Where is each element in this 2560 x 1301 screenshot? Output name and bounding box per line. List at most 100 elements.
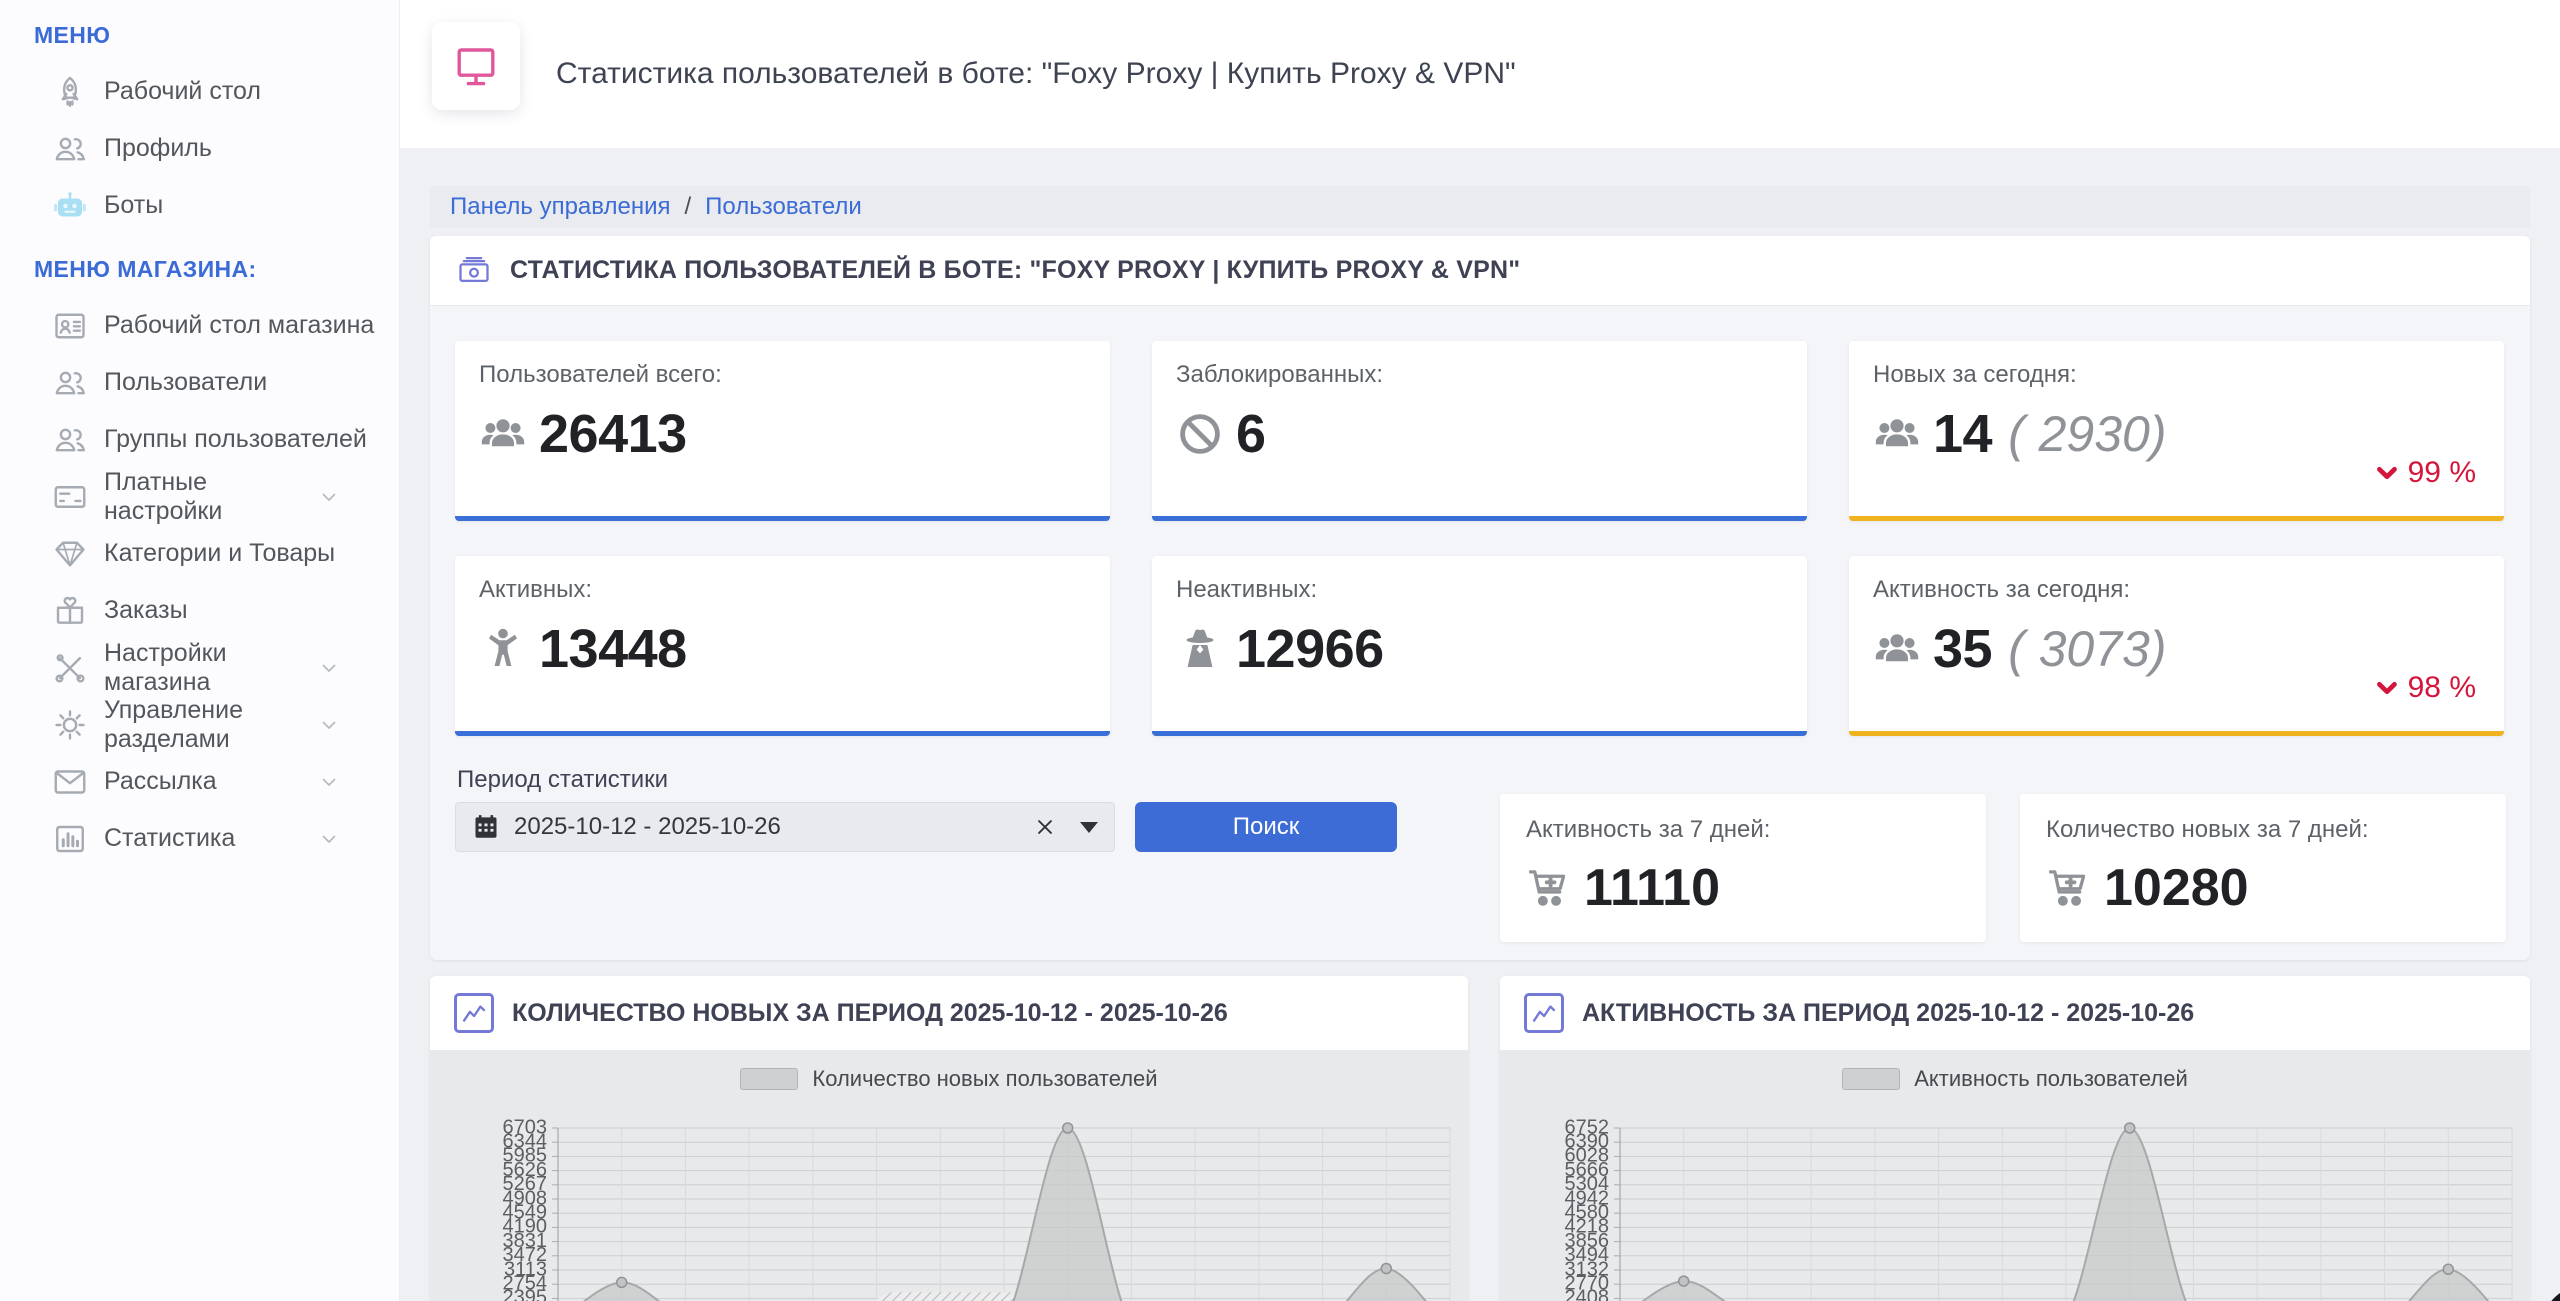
stat-label: Неактивных: — [1176, 576, 1318, 603]
sidebar-item-desktop[interactable]: Рабочий стол — [0, 63, 399, 120]
stat-label: Новых за сегодня: — [1873, 361, 2077, 388]
chart-legend[interactable]: Количество новых пользователей — [430, 1066, 1468, 1092]
chart-canvas: 6703 6344 5985 5626 5267 4908 4549 4190 3831 3472… — [430, 1050, 1468, 1301]
legend-swatch — [740, 1068, 799, 1090]
activity-chart-card: АКТИВНОСТЬ ЗА ПЕРИОД 2025-10-12 - 2025-1… — [1500, 976, 2530, 1301]
new-users-chart-card: КОЛИЧЕСТВО НОВЫХ ЗА ПЕРИОД 2025-10-12 - … — [430, 976, 1468, 1301]
svg-text:4942: 4942 — [1565, 1187, 1610, 1209]
caret-down-icon[interactable] — [1080, 821, 1098, 833]
svg-text:4908: 4908 — [503, 1187, 548, 1209]
gift-icon — [52, 593, 88, 629]
stat-label: Активных: — [479, 576, 593, 603]
sidebar-item-paid-settings[interactable]: Платные настройки — [0, 468, 399, 525]
sidebar-item-shop-desktop[interactable]: Рабочий стол магазина — [0, 297, 399, 354]
sidebar-item-newsletter[interactable]: Рассылка — [0, 753, 399, 810]
users-icon — [52, 131, 88, 167]
gear-icon — [52, 707, 88, 743]
svg-text:2408: 2408 — [1565, 1287, 1610, 1301]
stat-card: Заблокированных: 6 — [1152, 341, 1807, 521]
stat-card: Новых за сегодня: 14 ( 2930) 99 % — [1849, 341, 2504, 521]
stat-value: 6 — [1236, 404, 1266, 464]
stat-extra-value: ( 2930) — [2008, 406, 2167, 462]
breadcrumb-link-users[interactable]: Пользователи — [705, 193, 862, 220]
sidebar-item-shop-settings[interactable]: Настройки магазина — [0, 639, 399, 696]
stats-panel: СТАТИСТИКА ПОЛЬЗОВАТЕЛЕЙ В БОТЕ: "FOXY P… — [430, 236, 2530, 960]
period-value: 2025-10-12 - 2025-10-26 — [514, 813, 781, 840]
svg-text:3472: 3472 — [503, 1244, 548, 1266]
stat-label: Активность за сегодня: — [1873, 576, 2131, 603]
stat-card: Активность за сегодня: 35 ( 3073) 98 % — [1849, 556, 2504, 736]
svg-text:5304: 5304 — [1565, 1173, 1610, 1195]
week-stat-card: Активность за 7 дней: 11110 — [1500, 794, 1986, 942]
sidebar-section-label: МЕНЮ МАГАЗИНА: — [34, 256, 257, 282]
spy-icon — [1176, 625, 1224, 673]
sidebar-item-label: Рабочий стол — [104, 77, 261, 105]
header-icon-card — [432, 22, 520, 110]
sidebar-item-statistics[interactable]: Статистика — [0, 810, 399, 867]
svg-text:4218: 4218 — [1565, 1216, 1610, 1238]
sidebar-item-bots[interactable]: Боты — [0, 177, 399, 234]
svg-text:3856: 3856 — [1565, 1230, 1610, 1252]
chevron-down-icon — [311, 713, 347, 737]
stats-panel-header: СТАТИСТИКА ПОЛЬЗОВАТЕЛЕЙ В БОТЕ: "FOXY P… — [430, 236, 2530, 306]
stat-extra-value: ( 3073) — [2008, 621, 2167, 677]
sidebar-item-label: Настройки магазина — [104, 638, 227, 696]
breadcrumb: Панель управления / Пользователи — [430, 186, 2530, 228]
users-group-icon — [479, 410, 527, 458]
sidebar-item-label: Рассылка — [104, 767, 217, 795]
users-group-icon — [1873, 625, 1921, 673]
person-icon — [479, 625, 527, 673]
trend-down-icon — [2374, 675, 2400, 701]
svg-text:4190: 4190 — [503, 1216, 548, 1238]
diamond-icon — [52, 536, 88, 572]
week-stat-label: Активность за 7 дней: — [1526, 816, 1771, 843]
chart-canvas: 6752 6390 6028 5666 5304 4942 4580 4218 3856 3494… — [1500, 1050, 2530, 1301]
week-stat-value: 10280 — [2104, 859, 2249, 917]
chevron-down-icon — [311, 770, 347, 794]
sidebar-item-orders[interactable]: Заказы — [0, 582, 399, 639]
svg-text:3831: 3831 — [503, 1230, 548, 1252]
svg-text:2395: 2395 — [503, 1287, 548, 1301]
svg-text:5267: 5267 — [503, 1173, 548, 1195]
chevron-down-icon — [311, 827, 347, 851]
svg-text:6344: 6344 — [503, 1130, 548, 1152]
week-stat-value: 11110 — [1584, 859, 1720, 917]
floating-action-button[interactable] — [2540, 1284, 2560, 1301]
sidebar-item-user-groups[interactable]: Группы пользователей — [0, 411, 399, 468]
svg-text:2770: 2770 — [1565, 1272, 1610, 1294]
sidebar-item-label: Рабочий стол магазина — [104, 311, 375, 339]
stat-value: 13448 — [539, 619, 687, 679]
chart-legend[interactable]: Активность пользователей — [1500, 1066, 2530, 1092]
stat-percent: 98 % — [2374, 671, 2476, 705]
sidebar-item-categories-products[interactable]: Категории и Товары — [0, 525, 399, 582]
sidebar-section-label: МЕНЮ — [34, 22, 111, 48]
line-chart-icon — [1524, 993, 1564, 1033]
period-input[interactable]: 2025-10-12 - 2025-10-26 — [455, 802, 1115, 852]
clear-period-icon[interactable] — [1034, 816, 1056, 838]
legend-swatch — [1842, 1068, 1901, 1090]
svg-text:3494: 3494 — [1565, 1244, 1610, 1266]
stat-card: Пользователей всего: 26413 — [455, 341, 1110, 521]
sidebar-item-label: Заказы — [104, 596, 188, 624]
page-title: Статистика пользователей в боте: "Foxy P… — [556, 57, 1516, 90]
svg-text:3113: 3113 — [504, 1258, 547, 1280]
trend-down-icon — [2374, 460, 2400, 486]
svg-text:4580: 4580 — [1565, 1201, 1610, 1223]
svg-text:2754: 2754 — [503, 1272, 548, 1294]
new-users-chart-plot: Количество новых пользователей 6703 6344 59… — [430, 1050, 1468, 1301]
sidebar-item-label: Категории и Товары — [104, 539, 336, 567]
search-button[interactable]: Поиск — [1135, 802, 1397, 852]
sidebar-item-section-management[interactable]: Управление разделами — [0, 696, 399, 753]
chevron-down-icon — [311, 485, 347, 509]
svg-text:5626: 5626 — [503, 1159, 548, 1181]
stats-grid: Пользователей всего: 26413 Заблокированных… — [455, 341, 2504, 736]
sidebar-item-users[interactable]: Пользователи — [0, 354, 399, 411]
sidebar-item-label: Статистика — [104, 824, 236, 852]
new-users-chart-title: КОЛИЧЕСТВО НОВЫХ ЗА ПЕРИОД 2025-10-12 - … — [512, 998, 1228, 1027]
stat-label: Заблокированных: — [1176, 361, 1383, 388]
line-chart-icon — [454, 993, 494, 1033]
breadcrumb-link-dashboard[interactable]: Панель управления — [450, 193, 671, 220]
sidebar-item-label: Группы пользователей — [104, 425, 367, 453]
sidebar-item-label: Боты — [104, 191, 164, 219]
sidebar-item-profile[interactable]: Профиль — [0, 120, 399, 177]
